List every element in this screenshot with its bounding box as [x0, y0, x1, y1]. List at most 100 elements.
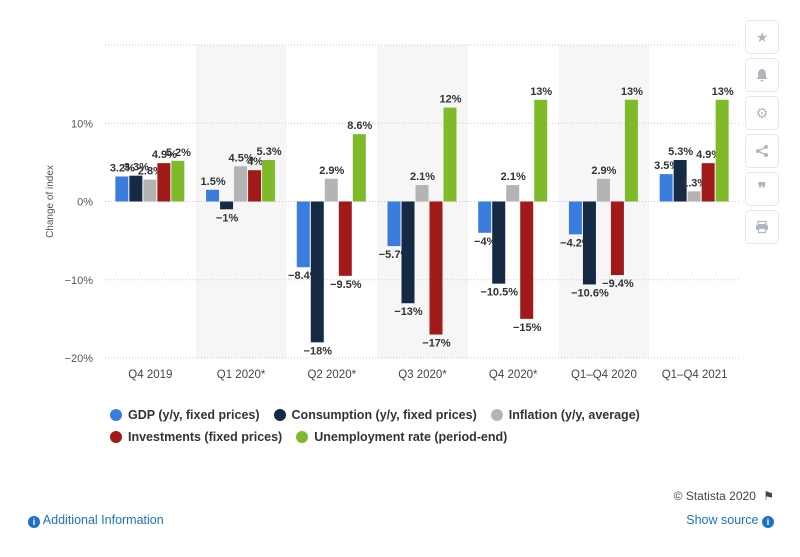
legend-label: GDP (y/y, fixed prices)	[128, 408, 260, 422]
bar	[338, 201, 352, 276]
show-source-label: Show source	[686, 513, 759, 527]
data-label: 13%	[712, 86, 734, 98]
bar	[401, 201, 415, 304]
data-label: −17%	[422, 338, 451, 350]
data-label: −4%	[474, 236, 497, 248]
additional-information-link[interactable]: i Additional Information	[28, 513, 164, 528]
info-icon: i	[28, 516, 40, 528]
bar	[248, 170, 262, 202]
data-label: 3.3%	[124, 162, 149, 174]
share-icon[interactable]	[745, 134, 779, 168]
data-label: −13%	[394, 306, 423, 318]
data-label: 5.3%	[668, 146, 693, 158]
data-label: 2.8%	[138, 166, 163, 178]
data-label: 2.1%	[501, 171, 526, 183]
legend-label: Investments (fixed prices)	[128, 430, 283, 444]
flag-icon[interactable]: ⚑	[763, 489, 774, 503]
legend-item-investments[interactable]: Investments (fixed prices)	[110, 430, 282, 444]
legend-marker	[273, 409, 286, 421]
bar	[387, 201, 401, 247]
gear-icon[interactable]: ⚙	[745, 96, 779, 130]
bar	[568, 201, 582, 235]
legend-marker	[110, 409, 122, 421]
x-tick-label: Q1 2020*	[217, 369, 266, 381]
bar	[143, 179, 157, 202]
legend-marker	[296, 431, 309, 443]
data-label: 2.9%	[319, 165, 344, 177]
bar	[687, 191, 701, 202]
data-label: 4.5%	[229, 152, 254, 164]
bar	[157, 163, 171, 202]
bar	[701, 163, 715, 202]
data-label: 1.3%	[682, 177, 707, 189]
bar	[534, 99, 548, 202]
bar	[506, 185, 520, 202]
additional-information-label: Additional Information	[42, 513, 164, 527]
legend-label: Unemployment rate (period-end)	[314, 430, 508, 444]
data-label: 8.6%	[347, 120, 372, 132]
y-axis-label: Change of index	[45, 165, 56, 238]
bar	[443, 107, 457, 202]
star-icon[interactable]: ★	[745, 20, 779, 54]
y-tick-label: −10%	[65, 275, 94, 287]
x-tick-label: Q4 2020*	[489, 369, 538, 381]
bell-icon[interactable]	[745, 58, 779, 92]
bar	[429, 201, 443, 335]
info-icon: i	[762, 516, 774, 528]
data-label: −10.6%	[571, 287, 609, 299]
data-label: 5.3%	[257, 146, 282, 158]
chart-area: −20% −10% 0% 10% Change of index Q4 2019 Q1 20…	[45, 44, 740, 381]
bar	[171, 160, 185, 202]
legend-item-consumption[interactable]: Consumption (y/y, fixed prices)	[273, 408, 477, 422]
bar	[478, 201, 492, 233]
bar	[296, 201, 310, 268]
data-label: −10.5%	[480, 287, 518, 299]
legend-label: Inflation (y/y, average)	[508, 408, 640, 422]
data-label: 3.2%	[110, 162, 135, 174]
bar	[492, 201, 506, 284]
data-label: 12%	[439, 94, 461, 106]
bar	[129, 175, 143, 202]
print-icon[interactable]	[745, 210, 779, 244]
legend-item-inflation[interactable]: Inflation (y/y, average)	[490, 408, 640, 422]
x-tick-label: Q3 2020*	[398, 369, 447, 381]
bar	[220, 201, 234, 210]
data-label: 3.5%	[654, 160, 679, 172]
bar	[659, 174, 673, 202]
bar	[673, 160, 687, 202]
bar	[115, 176, 129, 202]
chart-legend: GDP (y/y, fixed prices) Consumption (y/y…	[110, 404, 740, 448]
sidebar: ★ ⚙ ❞	[745, 20, 781, 244]
data-label: 5.2%	[166, 147, 191, 159]
bar	[582, 201, 596, 285]
bar	[352, 134, 366, 202]
bar	[415, 185, 429, 202]
data-label: −18%	[304, 345, 333, 357]
copyright-text: © Statista 2020	[673, 489, 756, 503]
legend-marker	[490, 409, 503, 421]
data-label: 4.9%	[152, 149, 177, 161]
data-label: 13%	[530, 86, 552, 98]
data-label: −9.5%	[330, 279, 362, 291]
legend-item-unemployment[interactable]: Unemployment rate (period-end)	[296, 430, 507, 444]
y-tick-label: −20%	[65, 353, 94, 365]
data-label: −1%	[216, 212, 239, 224]
data-label: 2.1%	[410, 171, 435, 183]
legend-marker	[110, 431, 122, 443]
copyright: © Statista 2020 ⚑	[674, 489, 774, 503]
show-source-link[interactable]: Show source i	[686, 513, 774, 528]
bar	[262, 160, 276, 202]
y-tick-label: 0%	[77, 197, 93, 209]
bar	[596, 178, 610, 202]
data-label: 4%	[247, 156, 263, 168]
data-label: 1.5%	[201, 176, 226, 188]
bar	[624, 99, 638, 202]
bar	[324, 178, 338, 202]
bar	[310, 201, 324, 343]
legend-item-gdp[interactable]: GDP (y/y, fixed prices)	[110, 408, 260, 422]
x-tick-label: Q1–Q4 2021	[662, 369, 728, 381]
quote-icon[interactable]: ❞	[745, 172, 779, 206]
bar	[520, 201, 534, 319]
data-label: −9.4%	[602, 278, 634, 290]
data-label: −15%	[513, 322, 542, 334]
